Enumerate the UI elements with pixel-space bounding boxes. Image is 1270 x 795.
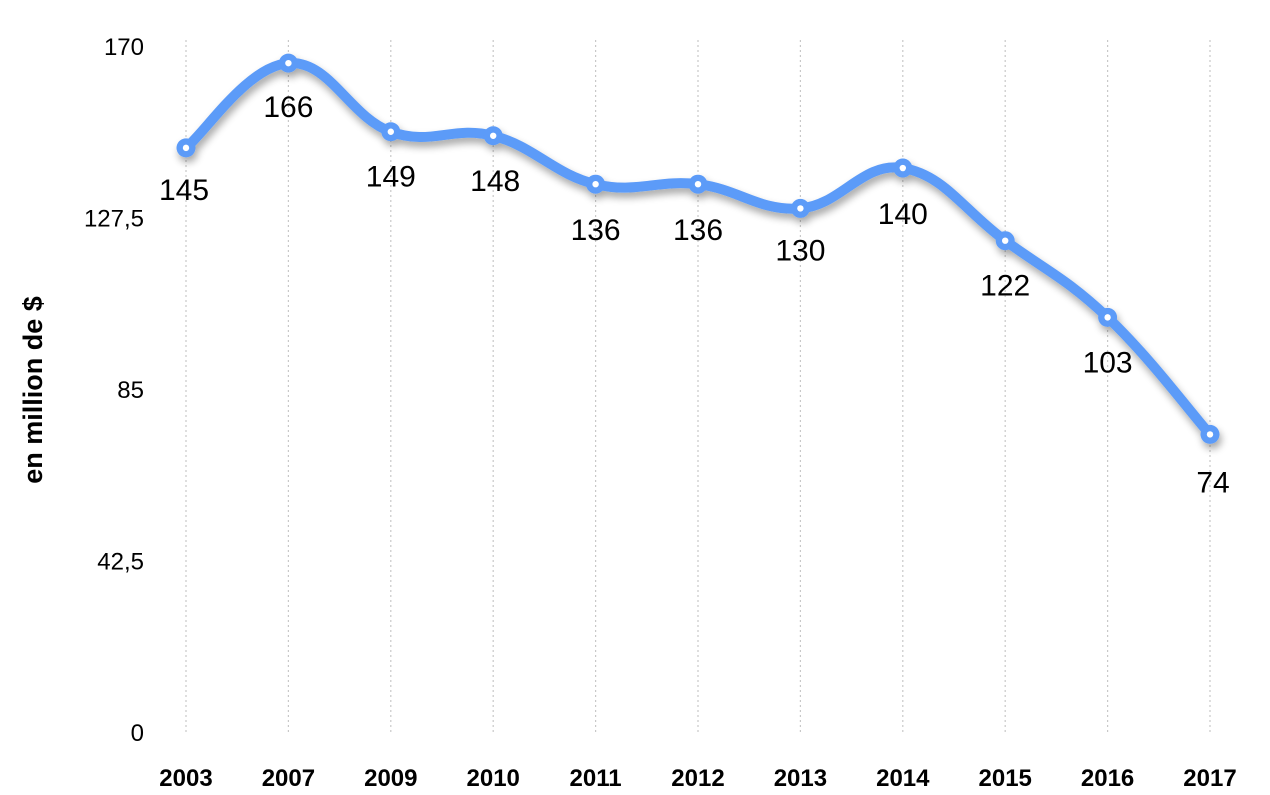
- data-label-2009: 149: [366, 161, 416, 194]
- x-tick-label: 2015: [979, 765, 1032, 792]
- series-line: [181, 58, 1215, 440]
- x-tick-label: 2014: [876, 765, 930, 792]
- data-point-center: [899, 164, 906, 172]
- data-label-2007: 166: [263, 91, 313, 124]
- data-point-center: [1002, 237, 1009, 244]
- data-label-2017: 74: [1196, 466, 1229, 499]
- data-label-2010: 148: [470, 165, 520, 198]
- data-point-center: [694, 181, 702, 188]
- data-label-2011: 136: [571, 214, 621, 247]
- grid-lines: [185, 40, 1211, 735]
- y-tick-label: 170: [104, 34, 144, 61]
- x-tick-label: 2003: [159, 765, 212, 792]
- data-label-2014: 140: [878, 198, 928, 231]
- y-axis-label: en million de $: [18, 296, 48, 484]
- data-point-center: [387, 128, 394, 135]
- data-point-center: [1104, 314, 1111, 321]
- data-point-center: [1206, 431, 1214, 438]
- x-axis-ticks: 2003 2007 2009 2010 2011 2012 2013 2014 2015 2016…: [159, 765, 1236, 792]
- data-point-center: [592, 181, 599, 188]
- data-label-2012: 136: [673, 214, 723, 247]
- y-tick-label: 42,5: [97, 549, 144, 576]
- y-tick-label: 0: [131, 720, 144, 747]
- data-label-2003: 145: [159, 174, 209, 207]
- series-line-group: [176, 53, 1220, 444]
- x-tick-label: 2016: [1081, 765, 1134, 792]
- x-tick-label: 2010: [467, 765, 520, 792]
- x-tick-label: 2007: [262, 765, 315, 792]
- y-tick-label: 85: [117, 377, 144, 404]
- data-label-2013: 130: [775, 234, 825, 267]
- y-tick-label: 127,5: [84, 206, 144, 233]
- x-tick-label: 2009: [364, 765, 417, 792]
- x-tick-label: 2011: [570, 765, 622, 792]
- x-tick-label: 2012: [671, 765, 724, 792]
- data-point-center: [285, 59, 292, 67]
- data-point-center: [797, 205, 804, 212]
- x-tick-label: 2017: [1183, 765, 1236, 792]
- y-axis-ticks: 0 42,5 85 127,5 170: [84, 34, 144, 747]
- data-point-center: [490, 132, 497, 139]
- data-labels: 145 166 149 148 136 136 130 140 122 103 74: [159, 91, 1230, 499]
- data-label-2015: 122: [980, 270, 1030, 303]
- data-point-center: [182, 144, 190, 152]
- data-label-2016: 103: [1083, 346, 1133, 379]
- x-tick-label: 2013: [774, 765, 827, 792]
